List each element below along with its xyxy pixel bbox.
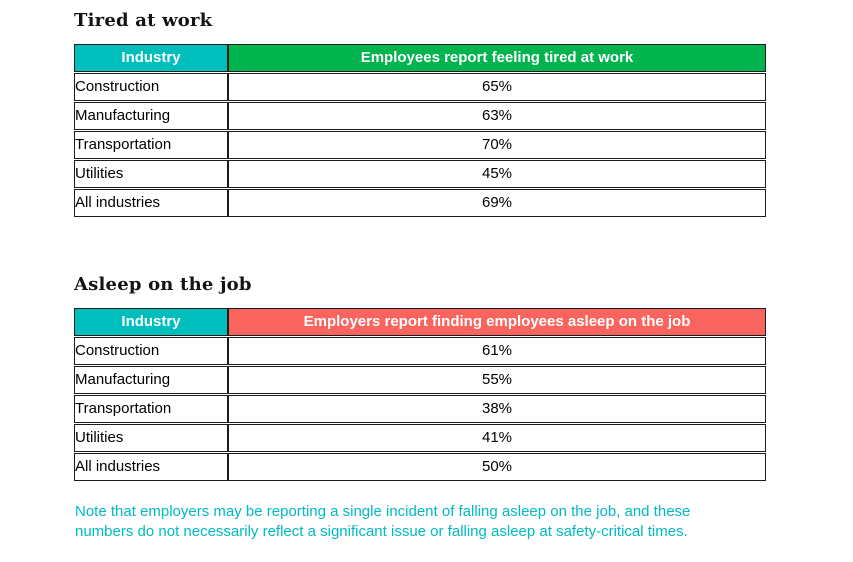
- industry-cell: Transportation: [74, 395, 228, 423]
- value-cell: 41%: [228, 424, 766, 452]
- industry-cell: Manufacturing: [74, 366, 228, 394]
- tired-at-work-table: Industry Employees report feeling tired …: [74, 43, 766, 218]
- value-cell: 70%: [228, 131, 766, 159]
- footnote-line-1: Note that employers may be reporting a s…: [75, 503, 691, 520]
- industry-cell: Construction: [74, 337, 228, 365]
- table-row: Manufacturing 63%: [74, 102, 766, 130]
- industry-cell: All industries: [74, 453, 228, 481]
- industry-cell: Utilities: [74, 160, 228, 188]
- table-row: Construction 65%: [74, 73, 766, 101]
- table-row: Construction 61%: [74, 337, 766, 365]
- industry-cell: All industries: [74, 189, 228, 217]
- industry-cell: Construction: [74, 73, 228, 101]
- value-cell: 65%: [228, 73, 766, 101]
- section-heading-asleep: Asleep on the job: [74, 274, 252, 295]
- table-row: Transportation 38%: [74, 395, 766, 423]
- value-cell: 63%: [228, 102, 766, 130]
- industry-cell: Utilities: [74, 424, 228, 452]
- footnote-line-2: numbers do not necessarily reflect a sig…: [75, 523, 688, 540]
- value-cell: 38%: [228, 395, 766, 423]
- header-row: Industry Employers report finding employ…: [74, 308, 766, 336]
- tired-at-work-section: Tired at work Industry Employees report …: [74, 10, 853, 218]
- table-row: Transportation 70%: [74, 131, 766, 159]
- report-page: Tired at work Industry Employees report …: [74, 10, 853, 542]
- table-row: Utilities 41%: [74, 424, 766, 452]
- asleep-on-the-job-section: Asleep on the job Industry Employers rep…: [74, 274, 853, 482]
- industry-cell: Manufacturing: [74, 102, 228, 130]
- section-heading-tired: Tired at work: [74, 10, 213, 31]
- value-cell: 45%: [228, 160, 766, 188]
- table-row: All industries 69%: [74, 189, 766, 217]
- value-cell: 61%: [228, 337, 766, 365]
- value-cell: 69%: [228, 189, 766, 217]
- tired-value-column-header: Employees report feeling tired at work: [228, 44, 766, 72]
- table-row: Manufacturing 55%: [74, 366, 766, 394]
- footnote-text: Note that employers may be reporting a s…: [75, 502, 775, 542]
- header-row: Industry Employees report feeling tired …: [74, 44, 766, 72]
- table-row: All industries 50%: [74, 453, 766, 481]
- value-cell: 55%: [228, 366, 766, 394]
- value-cell: 50%: [228, 453, 766, 481]
- table-row: Utilities 45%: [74, 160, 766, 188]
- asleep-value-column-header: Employers report finding employees aslee…: [228, 308, 766, 336]
- industry-cell: Transportation: [74, 131, 228, 159]
- asleep-on-the-job-table: Industry Employers report finding employ…: [74, 307, 766, 482]
- industry-column-header: Industry: [74, 44, 228, 72]
- industry-column-header: Industry: [74, 308, 228, 336]
